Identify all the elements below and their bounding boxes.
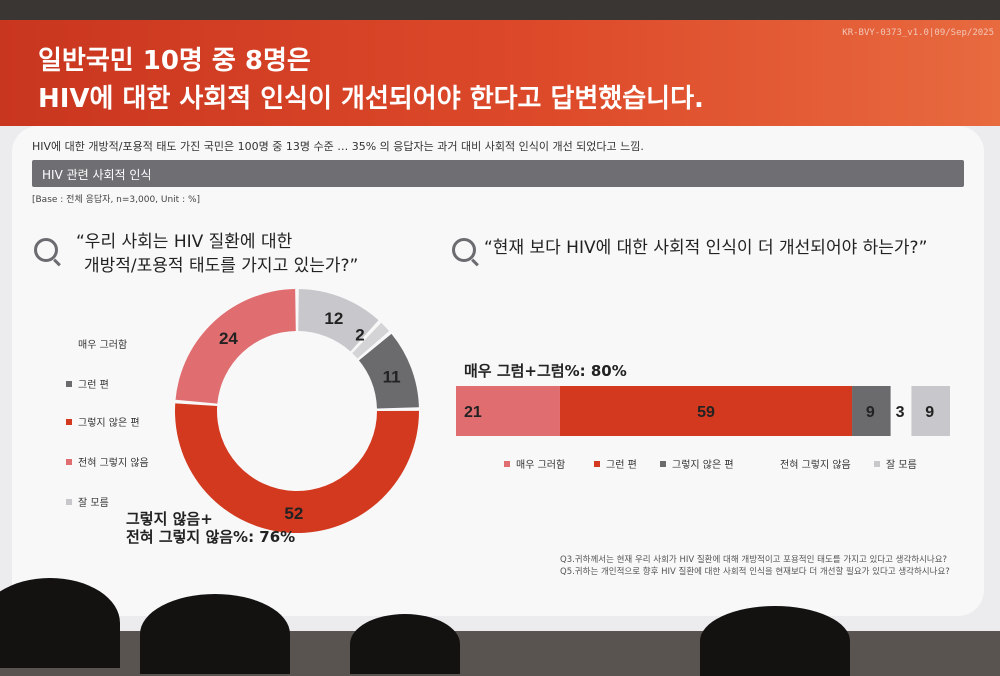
left-callout-line-1: 그렇지 않음+ xyxy=(126,510,213,528)
legend-item: 그렇지 않은 편 xyxy=(660,456,734,471)
left-callout: 그렇지 않음+ 전혀 그렇지 않음%: 76% xyxy=(126,510,295,546)
question-magnifier-icon xyxy=(452,238,476,262)
footnote-q5: Q5.귀하는 개인적으로 향후 HIV 질환에 대한 사회적 인식을 현재보다 … xyxy=(560,567,950,577)
legend-item: 매우 그러함 xyxy=(66,336,127,351)
legend-item: 잘 모름 xyxy=(66,494,109,509)
donut-slice xyxy=(298,289,379,352)
bar-segment xyxy=(852,386,891,436)
legend-item: 전혀 그렇지 않음 xyxy=(768,456,851,471)
legend-label: 매우 그러함 xyxy=(78,340,128,351)
bar-segment xyxy=(911,386,950,436)
bar-segment-label: 59 xyxy=(697,404,715,421)
legend-item: 그런 편 xyxy=(66,376,109,391)
legend-swatch xyxy=(66,380,72,387)
donut-slice xyxy=(352,322,390,359)
legend-label: 매우 그러함 xyxy=(516,460,566,471)
donut-slice-label: 2 xyxy=(355,326,364,345)
legend-swatch xyxy=(504,460,510,467)
legend-swatch xyxy=(874,460,880,467)
donut-slice xyxy=(175,289,296,404)
donut-slice xyxy=(358,333,419,409)
legend-item: 잘 모름 xyxy=(874,456,917,471)
audience-head xyxy=(0,578,120,668)
legend-swatch xyxy=(768,461,774,467)
legend-item: 전혀 그렇지 않음 xyxy=(66,454,149,469)
audience-head xyxy=(700,606,850,676)
legend-label: 그런 편 xyxy=(78,380,109,391)
donut-slice xyxy=(174,403,419,534)
right-question: “현재 보다 HIV에 대한 사회적 인식이 더 개선되어야 하는가?” xyxy=(484,238,928,258)
bar-segment-label: 3 xyxy=(896,404,905,421)
section-title: HIV 관련 사회적 인식 xyxy=(42,168,152,182)
bar-segment xyxy=(559,386,853,436)
question-magnifier-icon xyxy=(34,238,58,262)
slide-title: 일반국민 10명 중 8명은 HIV에 대한 사회적 인식이 개선되어야 한다고… xyxy=(38,42,704,118)
legend-label: 잘 모름 xyxy=(886,460,917,471)
bar-segment-label: 9 xyxy=(866,404,875,421)
legend-swatch xyxy=(66,418,72,425)
donut-slice-label: 24 xyxy=(219,329,238,348)
bar-segment xyxy=(456,386,560,436)
legend-swatch xyxy=(66,458,72,465)
legend-swatch xyxy=(66,341,72,347)
audience-heads xyxy=(0,570,1000,676)
summary-text: HIV에 대한 개방적/포용적 태도 가진 국민은 100명 중 13명 수준 … xyxy=(32,140,644,153)
legend-label: 전혀 그렇지 않음 xyxy=(78,458,149,469)
stacked-bar-chart: 21 59 9 3 9 xyxy=(456,386,950,436)
bar-segment-label: 21 xyxy=(464,404,482,421)
donut-slice-label: 12 xyxy=(324,309,343,328)
left-question-line-2: 개방적/포용적 태도를 가지고 있는가?” xyxy=(84,256,359,276)
legend-label: 그런 편 xyxy=(606,460,637,471)
donut-slice-label: 11 xyxy=(383,368,401,387)
content-panel: HIV에 대한 개방적/포용적 태도 가진 국민은 100명 중 13명 수준 … xyxy=(12,126,984,616)
audience-head xyxy=(140,594,290,674)
base-note: [Base : 전체 응답자, n=3,000, Unit : %] xyxy=(32,195,201,205)
legend-label: 그렇지 않은 편 xyxy=(672,460,734,471)
legend-swatch xyxy=(594,460,600,467)
slide-body: HIV에 대한 개방적/포용적 태도 가진 국민은 100명 중 13명 수준 … xyxy=(0,126,1000,631)
section-bar: HIV 관련 사회적 인식 xyxy=(32,160,964,187)
footnotes: Q3.귀하께서는 현재 우리 사회가 HIV 질환에 대해 개방적이고 포용적인… xyxy=(560,554,950,578)
document-code: KR-BVY-0373_v1.0|09/Sep/2025 xyxy=(842,28,994,38)
title-line-1: 일반국민 10명 중 8명은 xyxy=(38,46,311,76)
legend-label: 잘 모름 xyxy=(78,498,109,509)
slide-header: KR-BVY-0373_v1.0|09/Sep/2025 일반국민 10명 중 … xyxy=(0,20,1000,132)
donut-chart: 12 2 11 52 24 xyxy=(174,289,419,534)
legend-item: 그렇지 않은 편 xyxy=(66,414,140,429)
left-question-line-1: “우리 사회는 HIV 질환에 대한 xyxy=(76,232,293,252)
legend-label: 전혀 그렇지 않음 xyxy=(780,460,851,471)
legend-swatch xyxy=(66,498,72,505)
donut-slice-label: 52 xyxy=(284,504,303,523)
legend-item: 매우 그러함 xyxy=(504,456,565,471)
legend-label: 그렇지 않은 편 xyxy=(78,418,140,429)
left-callout-line-2: 전혀 그렇지 않음%: 76% xyxy=(126,528,296,546)
left-question: “우리 사회는 HIV 질환에 대한 개방적/포용적 태도를 가지고 있는가?” xyxy=(76,230,358,278)
footnote-q3: Q3.귀하께서는 현재 우리 사회가 HIV 질환에 대해 개방적이고 포용적인… xyxy=(560,555,948,565)
bar-segment-label: 9 xyxy=(925,404,934,421)
audience-head xyxy=(350,614,460,674)
title-line-2: HIV에 대한 사회적 인식이 개선되어야 한다고 답변했습니다. xyxy=(38,84,704,114)
right-callout: 매우 그럼+그럼%: 80% xyxy=(464,362,627,380)
legend-swatch xyxy=(660,460,666,467)
legend-item: 그런 편 xyxy=(594,456,637,471)
